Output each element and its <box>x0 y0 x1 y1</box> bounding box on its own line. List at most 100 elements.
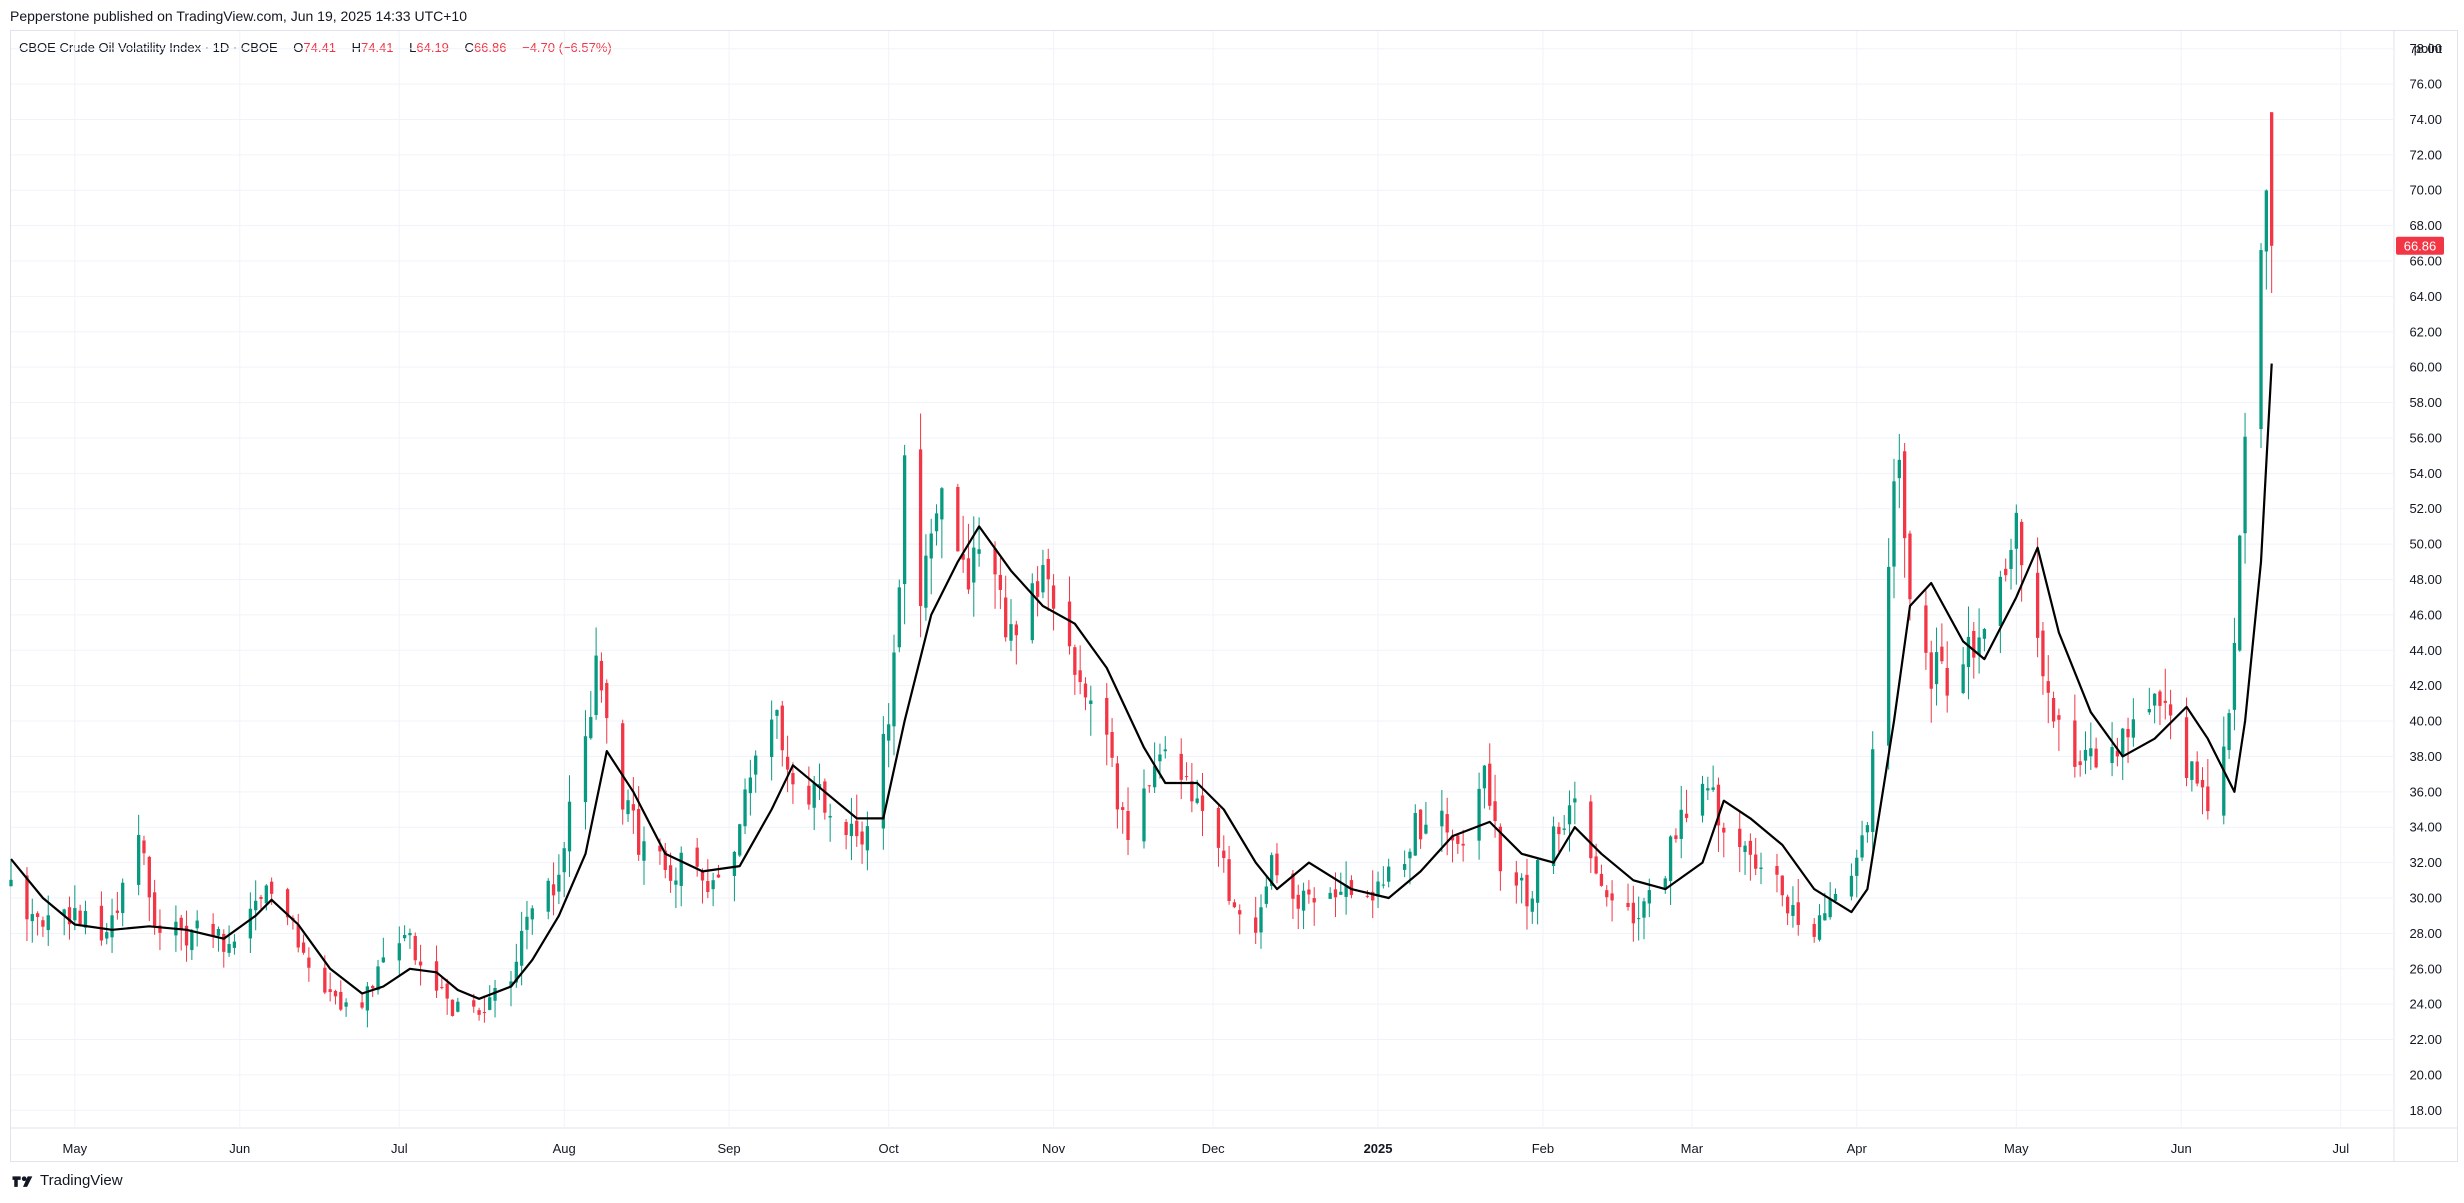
candle <box>1179 738 1183 800</box>
candle <box>1152 742 1157 793</box>
candle-body <box>924 555 928 608</box>
candle <box>1488 743 1492 810</box>
candle <box>1934 627 1939 706</box>
candle <box>1238 904 1242 935</box>
candle <box>1759 852 1763 885</box>
candle-body <box>1775 866 1779 875</box>
candle-body <box>190 930 194 951</box>
candle <box>557 854 561 905</box>
candle-body <box>1078 670 1082 683</box>
candle-body <box>706 881 710 892</box>
candle <box>844 819 848 850</box>
candle-body <box>1530 898 1534 912</box>
candle-body <box>1184 776 1189 778</box>
candle-body <box>1312 898 1316 903</box>
candle <box>232 934 237 955</box>
candle-body <box>1668 836 1673 881</box>
candle-body <box>83 910 88 928</box>
y-tick-label: 68.00 <box>2409 218 2442 233</box>
candle <box>216 926 221 952</box>
symbol-name[interactable]: CBOE Crude Oil Volatility Index · 1D · C… <box>19 40 278 55</box>
candle <box>589 691 593 740</box>
candle-body <box>2190 761 2194 780</box>
candle-body <box>41 920 45 927</box>
candle-body <box>887 724 891 741</box>
candle-body <box>248 908 253 939</box>
footer-brand[interactable]: TradingView <box>12 1172 123 1189</box>
candle-body <box>2035 572 2040 638</box>
candle <box>2094 737 2098 769</box>
candle-body <box>1254 917 1258 933</box>
candle-body <box>551 884 556 896</box>
candle-body <box>732 851 737 876</box>
candle-body <box>1493 801 1497 822</box>
candle-body <box>1301 890 1306 911</box>
x-tick-label: Mar <box>1681 1141 1704 1156</box>
candle-body <box>301 942 306 953</box>
candle-body <box>179 917 183 930</box>
candle <box>924 534 928 621</box>
moving-average-line <box>10 363 2273 1000</box>
x-tick-label: 2025 <box>1364 1141 1393 1156</box>
candle-body <box>1105 697 1109 735</box>
y-tick-label: 24.00 <box>2409 997 2442 1012</box>
candle-body <box>2083 749 2088 761</box>
candle-body <box>2131 719 2136 738</box>
candle <box>1871 731 1875 859</box>
candle <box>67 896 72 940</box>
candle-body <box>1482 765 1487 789</box>
candle <box>732 850 737 902</box>
candle <box>2009 538 2013 590</box>
candle <box>1381 866 1386 889</box>
candle <box>1940 623 1944 664</box>
candle-body <box>296 925 300 948</box>
price-axis[interactable]: 18.00 20.00 22.00 24.00 26.00 28.00 30.00 32.00… <box>2396 41 2444 1118</box>
candle <box>1605 885 1609 907</box>
candle <box>1865 822 1870 843</box>
candle-body <box>2009 549 2013 569</box>
candle-body <box>1977 637 1981 656</box>
candle-body <box>2073 720 2077 767</box>
x-tick-label: May <box>63 1141 88 1156</box>
candle <box>440 977 444 990</box>
candle <box>1700 775 1705 823</box>
candle-body <box>1270 855 1274 886</box>
close-label: C <box>464 40 474 55</box>
candle-body <box>956 486 960 552</box>
candle-body <box>1152 766 1157 788</box>
candle-body <box>738 824 742 856</box>
candle-body <box>1216 807 1221 848</box>
low-value: 64.19 <box>416 40 449 55</box>
candle-body <box>1535 859 1540 903</box>
candle <box>488 985 492 1011</box>
y-tick-label: 28.00 <box>2409 926 2442 941</box>
candle-body <box>1046 558 1050 580</box>
candle-body <box>530 908 534 920</box>
candle <box>1722 822 1726 858</box>
candle-body <box>1573 798 1577 803</box>
candle <box>1041 549 1045 599</box>
candle-body <box>791 773 795 785</box>
x-tick-label: Apr <box>1847 1141 1868 1156</box>
candle <box>605 679 609 744</box>
candle <box>1216 804 1221 867</box>
candle <box>1344 861 1348 915</box>
candle <box>1530 891 1534 924</box>
candle-body <box>599 660 604 691</box>
y-tick-label: 34.00 <box>2409 820 2442 835</box>
candle-body <box>344 1002 348 1007</box>
candle-body <box>807 785 811 805</box>
candle <box>525 900 529 950</box>
time-axis[interactable]: May Jun Jul Aug Sep Oct Nov Dec 2025 Feb Mar Apr May… <box>63 1141 2350 1156</box>
candle-body <box>1051 585 1056 609</box>
candle <box>248 892 253 954</box>
candle <box>961 515 965 573</box>
candle-body <box>1525 874 1529 907</box>
candle-body <box>2158 691 2162 706</box>
candle <box>408 928 412 949</box>
candle <box>1126 787 1130 856</box>
candle-body <box>1163 749 1167 752</box>
x-tick-label: Jul <box>391 1141 408 1156</box>
candle-body <box>418 961 423 966</box>
